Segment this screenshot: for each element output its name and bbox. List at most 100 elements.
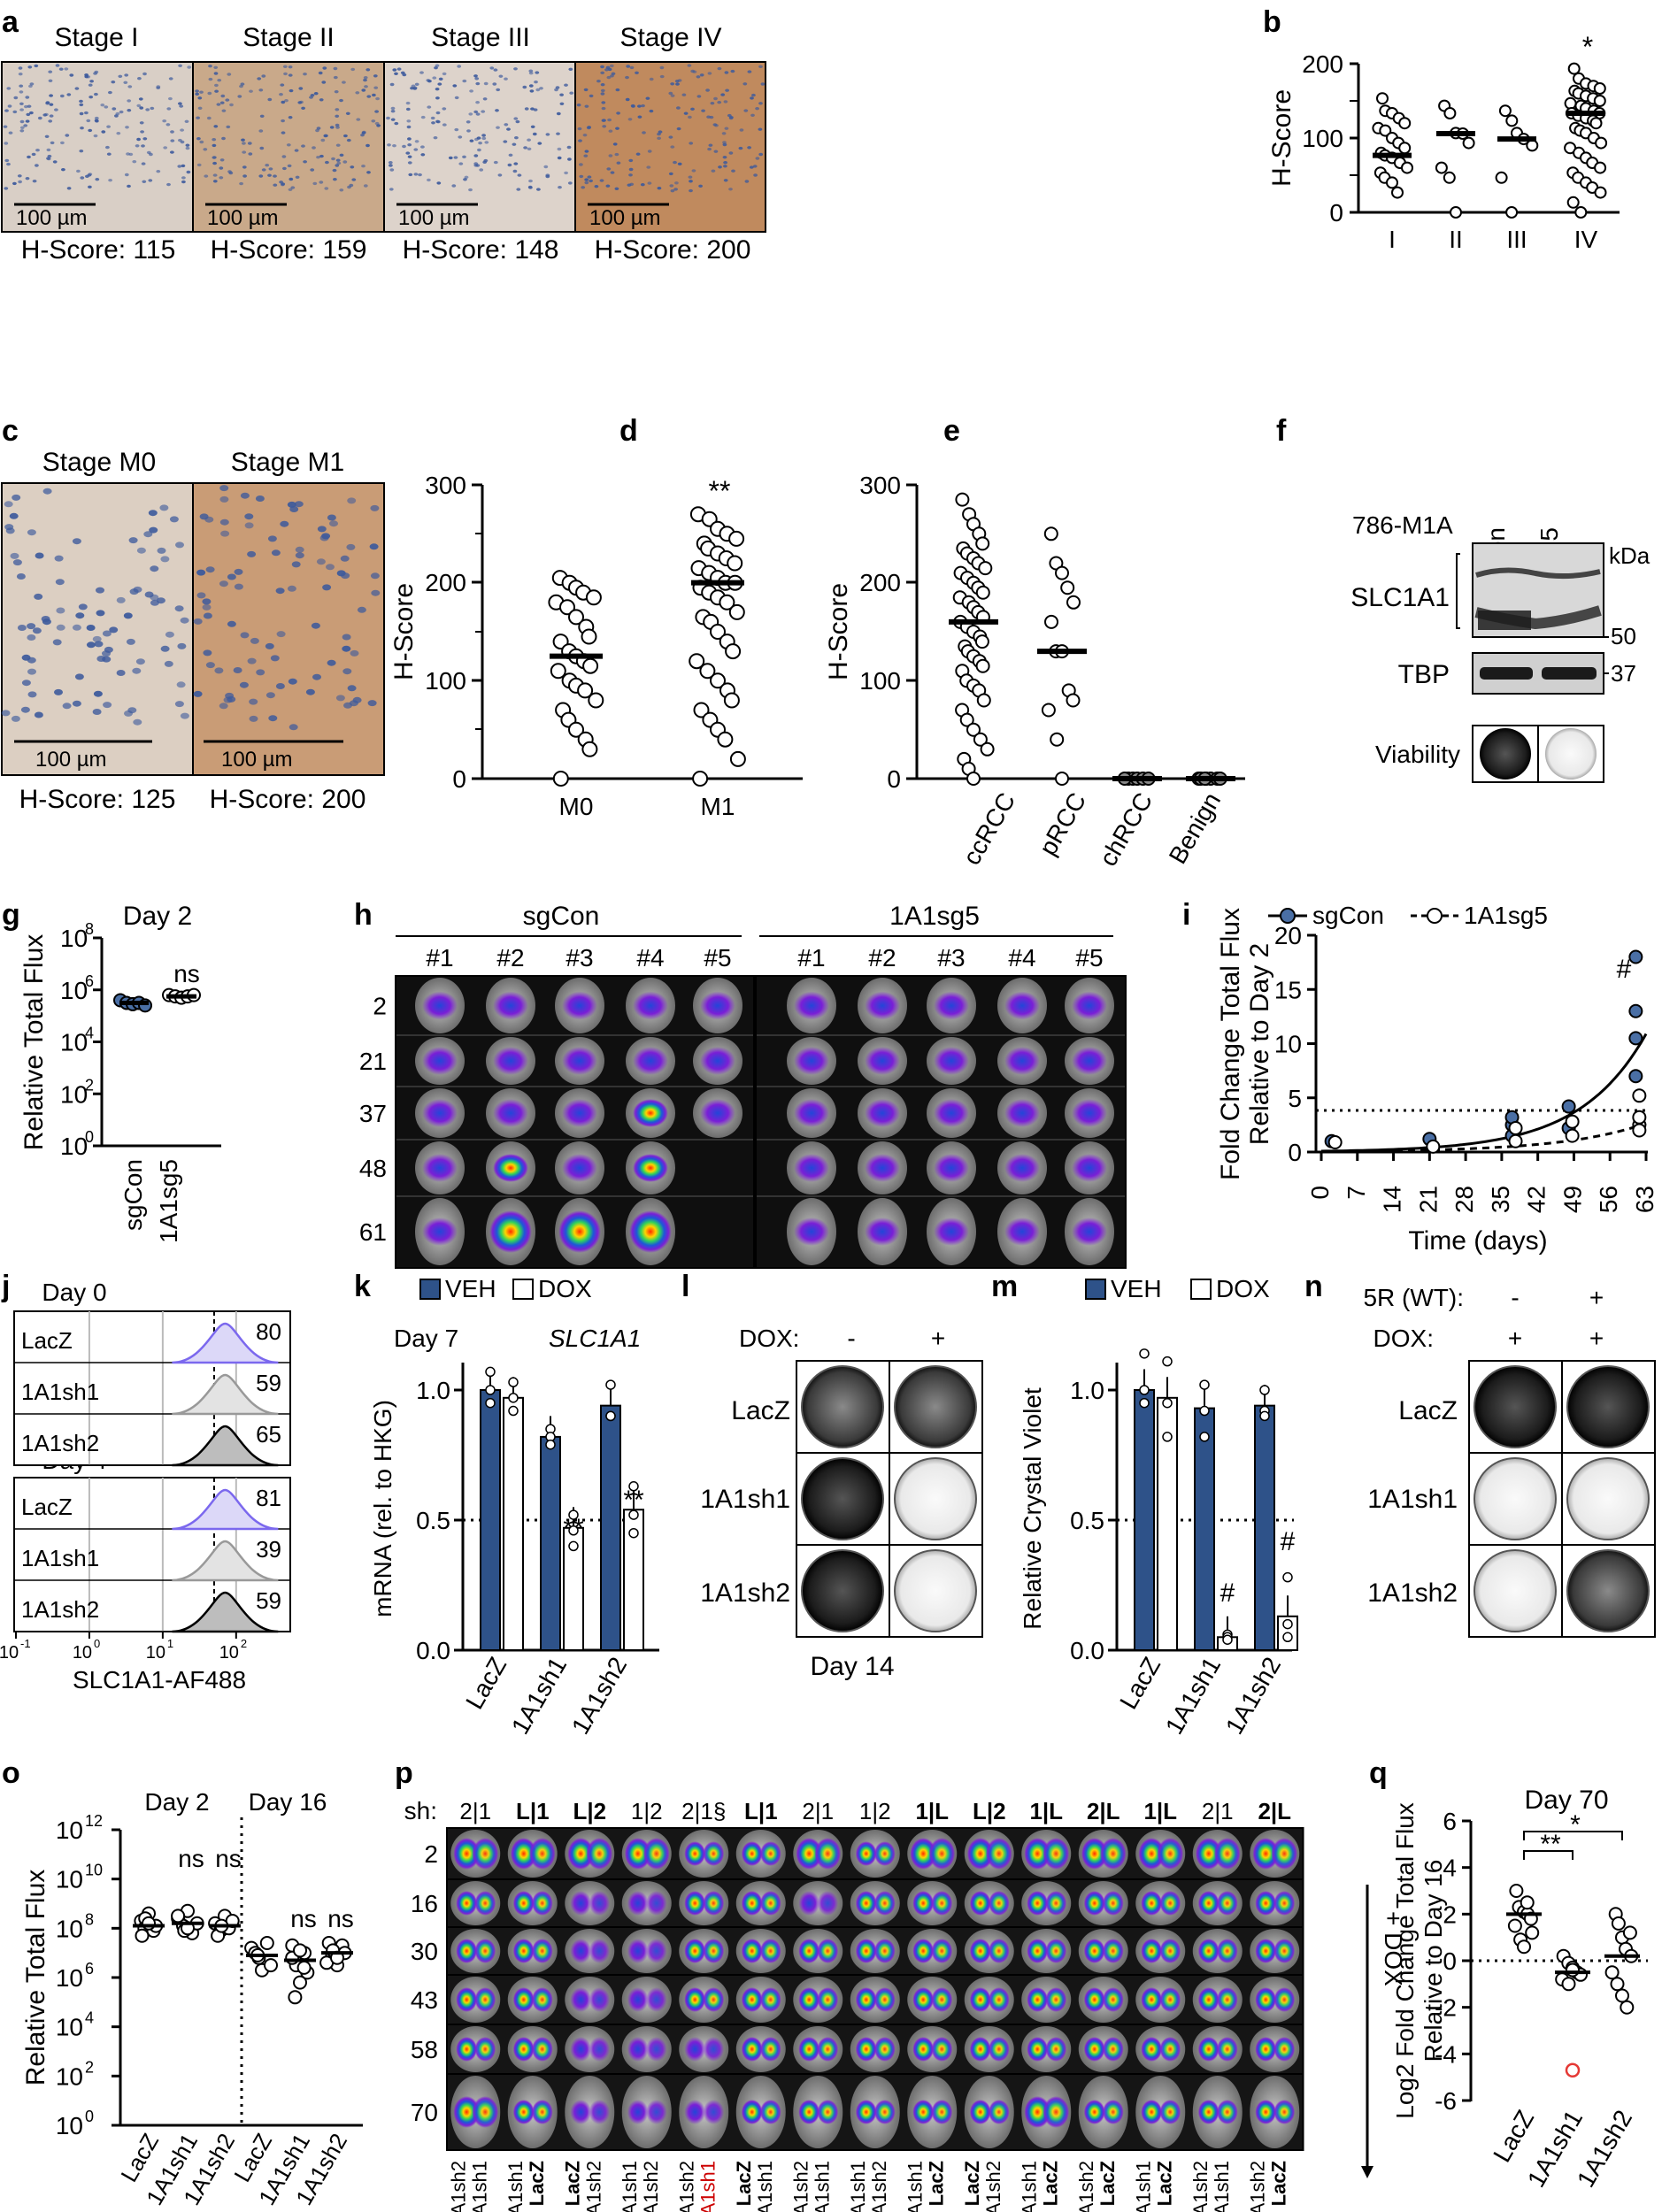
bioluminescence-signal: [1141, 2100, 1163, 2124]
data-point-1a1sg5: [1632, 1123, 1647, 1138]
day-label: 2: [373, 993, 387, 1020]
tick-exponent: 12: [85, 1812, 103, 1830]
bioluminescence-signal: [1045, 1891, 1067, 1916]
bioluminescence-signal: [703, 1987, 725, 2012]
tick-label: 56: [1595, 1186, 1622, 1213]
replicate-point: [1199, 1405, 1210, 1417]
panel-letter-i: i: [1182, 898, 1190, 932]
svg-text:0: 0: [452, 765, 466, 793]
mouse-number: #2: [496, 944, 524, 972]
tick-label: 10: [1274, 1031, 1302, 1058]
bioluminescence-signal: [1273, 1891, 1296, 1916]
bioluminescence-signal: [700, 1047, 735, 1075]
svg-text:100: 100: [859, 667, 901, 695]
svg-text:0: 0: [1329, 199, 1343, 227]
bioluminescence-signal: [633, 1047, 668, 1075]
data-point: [1517, 1939, 1531, 1955]
well: [1566, 1365, 1650, 1448]
panel-a: Stage I Stage II Stage III Stage IV 100 …: [1, 23, 766, 265]
svg-text:DOX: DOX: [538, 1275, 592, 1302]
bioluminescence-signal: [684, 2037, 706, 2062]
tick-label: 10: [56, 1964, 83, 1992]
bioluminescence-signal: [798, 1939, 820, 1963]
mouse-group-label: 1A1sh2: [868, 2161, 890, 2212]
band-label-viability: Viability: [1375, 741, 1460, 768]
svg-text:Relative to Day 2: Relative to Day 2: [1245, 943, 1274, 1145]
data-point: [585, 589, 602, 606]
nuclei-texture: [3, 64, 766, 193]
bioluminescence-signal: [741, 1939, 763, 1963]
data-point: [1589, 117, 1603, 130]
bioluminescence-signal: [1072, 1154, 1107, 1182]
data-point: [581, 741, 598, 757]
data-point: [1398, 117, 1412, 130]
svg-text:-: -: [847, 1325, 855, 1352]
y-ticks: 0 100 200: [1302, 50, 1358, 227]
bioluminescence-signal: [1141, 1939, 1163, 1963]
mouse-number: #1: [426, 944, 453, 972]
legend: sgCon 1A1sg5: [1268, 902, 1548, 929]
panel-letter-m: m: [991, 1270, 1018, 1303]
data-point: [1066, 595, 1081, 610]
bioluminescence-signal: [703, 1891, 725, 1916]
well-plate: [796, 1361, 982, 1637]
well: [801, 1549, 884, 1632]
data-point: [1526, 139, 1539, 152]
mouse-group-label: 1A1sh2: [675, 2161, 697, 2212]
svg-text:200: 200: [1302, 50, 1343, 78]
data-point: [1604, 1965, 1620, 1980]
bar-veh: [540, 1435, 561, 1652]
replicate-point: [545, 1439, 556, 1450]
replicate-point: [1199, 1379, 1210, 1390]
data-point: [1450, 206, 1462, 219]
svg-text:sgCon: sgCon: [523, 902, 600, 931]
tick-label: 63: [1631, 1186, 1658, 1213]
shrna-header: 1|L: [1029, 1798, 1063, 1824]
replicate-point: [568, 1540, 579, 1552]
mouse-image-grid: [446, 1827, 1304, 2151]
tick-label: 21: [1414, 1186, 1442, 1213]
bioluminescence-signal: [1216, 2100, 1238, 2124]
data-point: [142, 1916, 156, 1931]
bioluminescence-signal: [474, 1939, 496, 1963]
bioluminescence-signal: [1102, 2100, 1124, 2124]
x-tick-IV: IV: [1574, 226, 1598, 253]
replicate-point: [1162, 1397, 1173, 1409]
well: [1473, 1549, 1557, 1632]
tick-exponent: -1: [20, 1637, 31, 1650]
bioluminescence-signal: [474, 1891, 496, 1916]
bioluminescence-signal: [912, 1939, 935, 1963]
tick-label: 10: [60, 925, 88, 952]
bioluminescence-signal: [1273, 2100, 1296, 2124]
data-point: [288, 1990, 303, 2005]
bioluminescence-signal: [627, 1987, 649, 2012]
svg-text:300: 300: [425, 472, 466, 499]
bioluminescence-signal: [645, 1939, 667, 1963]
hscore-dots-by-type: [949, 492, 1235, 786]
mouse-number-labels: #1 #2 #3 #4 #5 #1 #2 #3 #4 #5: [426, 944, 1103, 972]
data-point: [1435, 161, 1448, 174]
bioluminescence-signal: [794, 1217, 829, 1246]
bioluminescence-signal: [474, 2037, 496, 2062]
svg-text:100 µm: 100 µm: [35, 748, 107, 772]
bioluminescence-signal: [562, 991, 597, 1020]
bioluminescence-signal: [931, 2100, 953, 2124]
svg-text:1A1sh2: 1A1sh2: [700, 1578, 790, 1608]
mouse-number: #4: [1008, 944, 1035, 972]
tick-label: 49: [1558, 1186, 1586, 1213]
bioluminescence-signal: [1072, 1217, 1107, 1246]
bioluminescence-signal: [873, 1987, 896, 2012]
mouse-group-label: 1A1sh1: [1211, 2161, 1233, 2212]
svg-text:+: +: [1589, 1284, 1604, 1311]
tick-label: 10: [146, 1643, 165, 1663]
tick-label: -2: [1435, 1994, 1457, 2022]
bioluminescence-signal: [928, 1838, 956, 1870]
bioluminescence-signal: [985, 1838, 1012, 1870]
bioluminescence-signal: [1159, 2037, 1181, 2062]
tick-label: 2: [1443, 1901, 1457, 1928]
category-label: 1A1sh2: [566, 1653, 632, 1740]
bioluminescence-signal: [531, 1891, 553, 1916]
tick-label: 10: [60, 1029, 88, 1056]
